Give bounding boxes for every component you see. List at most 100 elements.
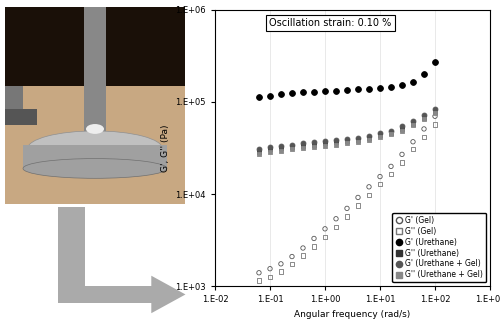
Point [354,137,362,142]
Bar [84,7,106,135]
Point [299,143,307,148]
Point [354,203,362,208]
Point [431,106,439,112]
Point [387,130,395,135]
Point [420,134,428,139]
Point [354,135,362,140]
Point [431,114,439,119]
Point [299,141,307,146]
Point [343,141,351,146]
Point [288,147,296,152]
Point [266,147,274,152]
Point [332,142,340,147]
Point [354,87,362,92]
Point [310,244,318,249]
Point [420,115,428,121]
Legend: G' (Gel), G'' (Gel), G' (Urethane), G'' (Urethane), G' (Urethane + Gel), G'' (Ur: G' (Gel), G'' (Gel), G' (Urethane), G'' … [392,213,486,282]
Point [431,122,439,127]
Point [343,206,351,211]
Point [431,109,439,114]
Point [409,139,417,144]
Point [343,88,351,93]
Point [387,164,395,169]
Point [343,137,351,142]
Point [431,60,439,65]
Bar [5,86,23,109]
Point [266,275,274,280]
Point [365,86,373,91]
Point [310,142,318,147]
Point [431,111,439,116]
Point [321,89,329,94]
Point [409,121,417,126]
Point [376,182,384,187]
Point [376,133,384,138]
Point [255,149,263,154]
Point [277,261,285,266]
Point [288,254,296,259]
Bar [58,286,162,303]
Ellipse shape [86,124,104,134]
Point [310,89,318,94]
Point [277,145,285,151]
Point [409,146,417,151]
Point [255,278,263,283]
Bar [58,207,85,294]
Ellipse shape [23,159,167,178]
Point [266,93,274,98]
Point [277,269,285,274]
Point [420,126,428,132]
Point [398,82,406,88]
Point [332,224,340,230]
Point [343,214,351,219]
Point [288,91,296,96]
Point [266,266,274,271]
Point [387,128,395,133]
Point [266,144,274,150]
Point [310,236,318,241]
Bar [23,145,167,168]
Point [387,84,395,89]
Point [409,79,417,85]
Point [398,124,406,129]
Point [277,92,285,97]
Point [288,142,296,147]
Point [277,148,285,153]
Point [310,144,318,150]
Bar [5,7,185,86]
Point [332,140,340,145]
Point [332,216,340,221]
Point [288,261,296,266]
Point [255,95,263,100]
Point [409,118,417,124]
Ellipse shape [28,131,162,166]
Point [299,145,307,151]
Point [277,143,285,148]
Point [321,141,329,146]
Point [321,143,329,148]
Point [266,150,274,155]
Point [398,152,406,157]
Point [354,139,362,144]
Point [398,126,406,132]
Point [299,253,307,258]
Point [332,88,340,93]
Point [365,184,373,190]
Point [387,132,395,137]
Point [376,174,384,179]
Point [420,72,428,77]
Point [354,195,362,200]
Point [398,128,406,133]
Point [332,138,340,143]
Point [398,160,406,165]
Point [365,137,373,142]
Text: Oscillation strain: 0.10 %: Oscillation strain: 0.10 % [270,18,392,28]
Point [255,152,263,157]
Point [343,139,351,144]
Point [310,140,318,145]
Point [321,139,329,144]
Point [365,192,373,197]
Point [299,90,307,95]
Point [387,171,395,177]
Point [299,245,307,251]
